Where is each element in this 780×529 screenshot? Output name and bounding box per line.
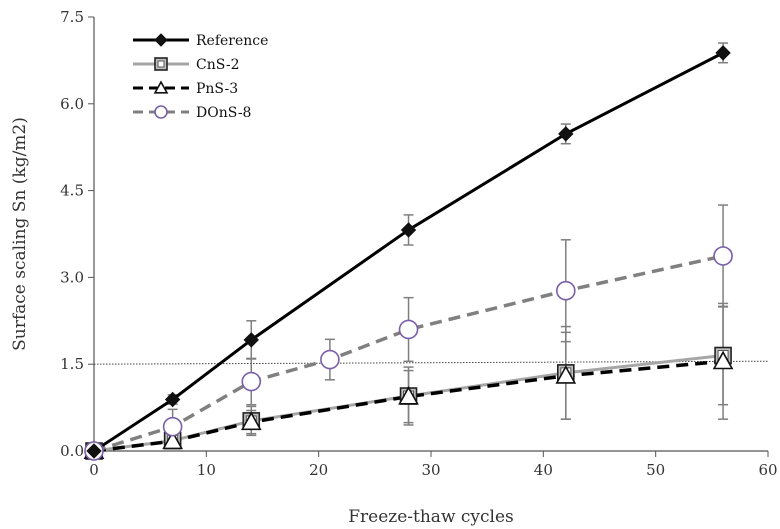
legend: Reference CnS-2 PnS-3 DOnS-8 [133,33,268,121]
y-tick-label: 3.0 [60,268,84,286]
x-tick-label: 10 [197,461,216,479]
y-tick-label: 7.5 [60,8,84,26]
marker-reference [243,332,259,348]
marker-pns-3 [240,411,262,431]
legend-label-cns-2: CnS-2 [196,57,239,73]
x-tick-label: 60 [758,461,777,479]
marker-reference [715,45,731,61]
legend-label-pns-3: PnS-3 [196,81,238,97]
legend-marker-dons-8 [154,105,168,119]
series-line-reference [93,51,724,453]
legend-label-reference: Reference [196,33,268,49]
legend-marker-pns-3 [153,80,169,94]
marker-dons-8 [398,319,419,340]
series-markers [83,45,734,461]
y-tick-label: 1.5 [60,355,84,373]
marker-dons-8 [320,349,340,370]
marker-reference [558,126,574,142]
marker-reference [86,443,102,459]
marker-pns-3 [398,385,419,405]
x-tick-label: 20 [309,461,328,479]
marker-reference [400,222,417,238]
marker-pns-3 [162,430,183,450]
y-tick-label: 4.5 [60,182,84,200]
plot-area: 0 10 20 30 40 50 60 0.0 1.5 3.0 4.5 6.0 7.5 [60,8,777,479]
x-tick-label: 0 [89,461,99,479]
y-tick-label: 6.0 [60,95,84,113]
y-axis-title: Surface scaling Sn (kg/m2) [10,117,30,351]
x-tick-label: 40 [534,461,553,479]
x-tick-label: 30 [421,461,440,479]
legend-marker-cns-2-inner [157,60,165,68]
marker-reference [164,391,181,408]
y-ticks: 0.0 1.5 3.0 4.5 6.0 7.5 [60,8,94,460]
x-tick-label: 50 [646,461,665,479]
x-axis-title: Freeze-thaw cycles [348,507,514,527]
marker-dons-8 [241,371,262,392]
marker-pns-3 [712,350,734,370]
marker-pns-3 [555,365,577,384]
marker-dons-8 [713,246,733,266]
legend-label-dons-8: DOnS-8 [196,105,251,121]
x-ticks: 0 10 20 30 40 50 60 [89,451,778,479]
series-line-pns-3 [93,359,724,453]
y-tick-label: 0.0 [60,442,84,460]
marker-dons-8 [162,416,183,437]
legend-marker-reference [154,33,168,47]
marker-dons-8 [555,280,576,301]
